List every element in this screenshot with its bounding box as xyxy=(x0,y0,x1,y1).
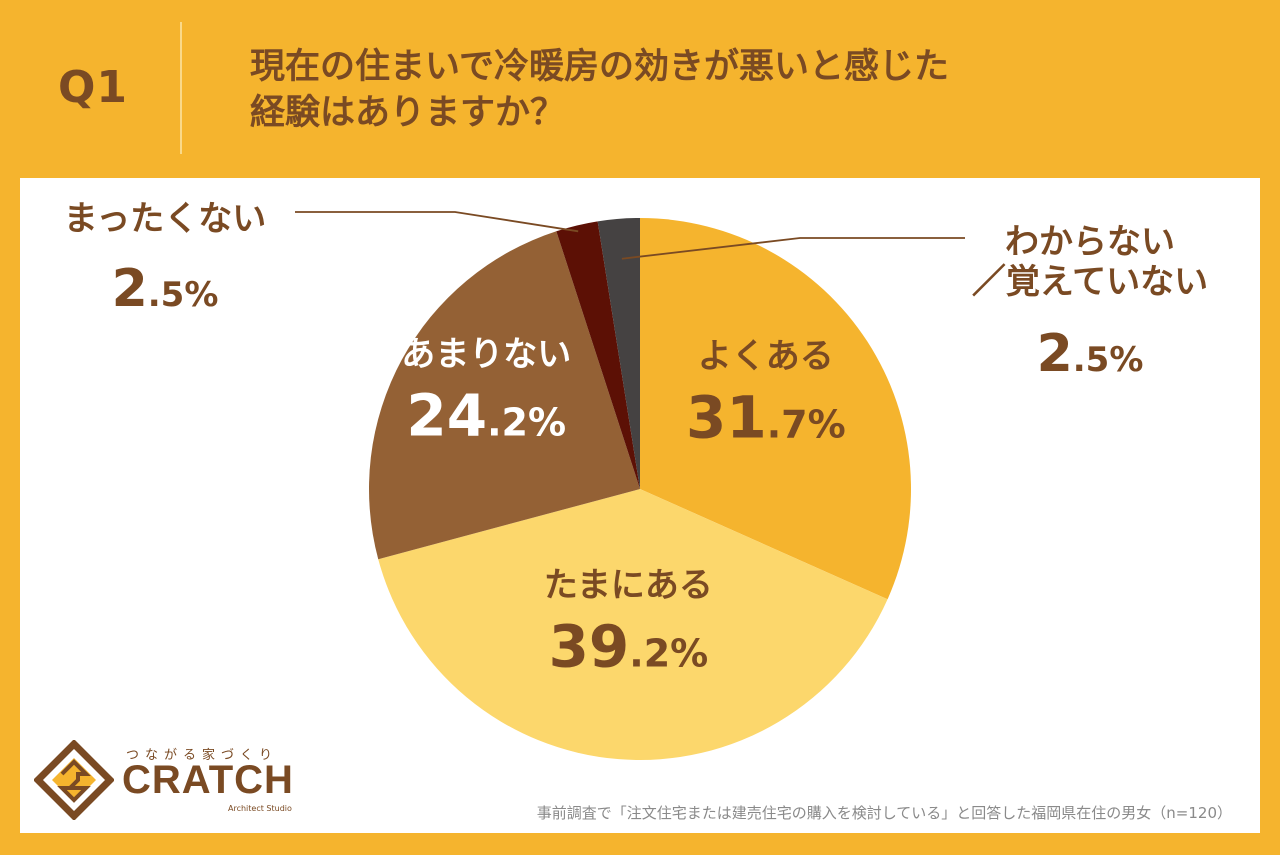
logo-name: CRATCH xyxy=(122,758,294,802)
logo-mark-icon xyxy=(34,740,114,820)
leader-line-right xyxy=(621,237,965,260)
slice-label-4-line1: わからない xyxy=(1005,222,1175,262)
header-divider xyxy=(180,22,182,154)
pie-slice-2 xyxy=(368,231,640,560)
pie-slice-0 xyxy=(640,218,911,600)
logo-subtitle: Architect Studio xyxy=(228,804,292,813)
brand-logo: つながる家づくり CRATCH Architect Studio xyxy=(34,740,304,820)
logo-tagline: つながる家づくり xyxy=(126,748,279,763)
pie-slice-3 xyxy=(556,221,640,489)
slice-value-2: 24.2% xyxy=(406,381,566,449)
chart-panel: よくある 31.7% たまにある 39.2% あまりない 24.2% まったくない 2.5% わ… xyxy=(20,178,1260,833)
slice-value-0: 31.7% xyxy=(686,383,846,451)
question-number: Q1 xyxy=(58,62,129,113)
header: Q1 現在の住まいで冷暖房の効きが悪いと感じた 経験はありますか？ xyxy=(0,0,1280,175)
question-line-1: 現在の住まいで冷暖房の効きが悪いと感じた xyxy=(250,47,949,87)
leader-line-left xyxy=(295,211,579,233)
slice-label-1: たまにある xyxy=(544,566,713,606)
slice-value-4: 2.5% xyxy=(1037,324,1144,384)
question-title: 現在の住まいで冷暖房の効きが悪いと感じた 経験はありますか？ xyxy=(250,44,1150,136)
slice-label-3: まったくない xyxy=(64,199,267,239)
slice-label-0: よくある xyxy=(698,336,834,376)
pie-slice-4 xyxy=(597,218,640,489)
slice-label-4-line2: ／覚えていない xyxy=(972,262,1208,302)
pie-slice-1 xyxy=(378,489,888,760)
question-line-2: 経験はありますか？ xyxy=(250,93,566,133)
slice-value-3: 2.5% xyxy=(112,259,219,319)
slice-value-1: 39.2% xyxy=(549,613,709,681)
pie-chart: よくある 31.7% たまにある 39.2% あまりない 24.2% まったくない 2.5% わ… xyxy=(64,199,1208,760)
slice-label-2: あまりない xyxy=(401,334,571,374)
survey-footnote: 事前調査で「注文住宅または建売住宅の購入を検討している」と回答した福岡県在住の男… xyxy=(536,804,1232,822)
